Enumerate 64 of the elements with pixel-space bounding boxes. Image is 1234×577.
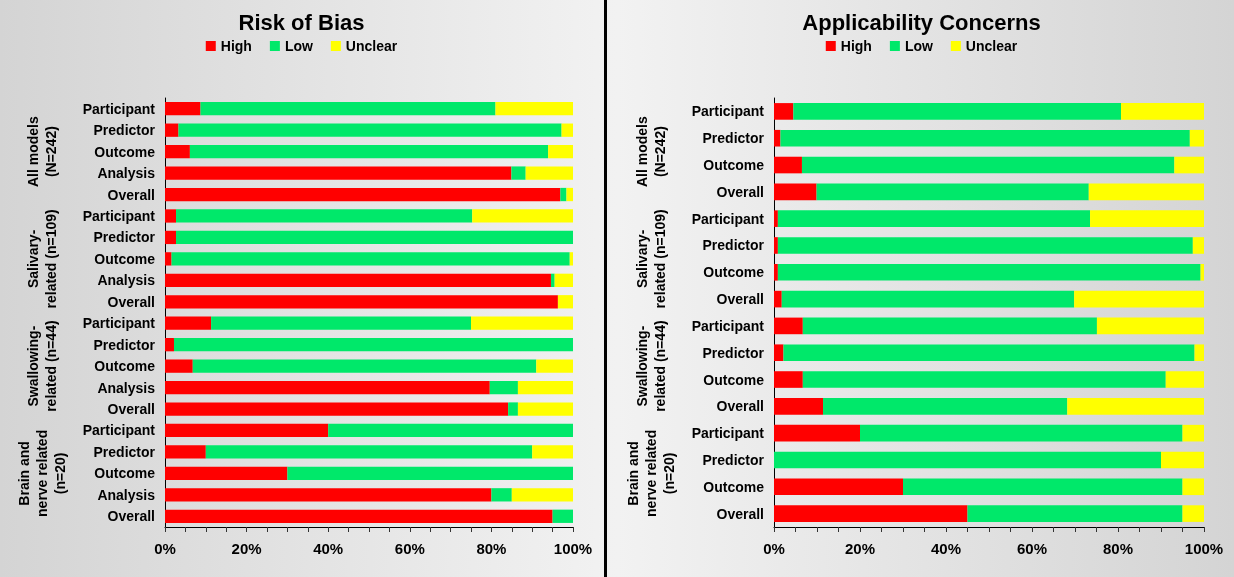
text: All models (N=242) xyxy=(634,116,668,188)
y-tick-label: Outcome xyxy=(703,478,765,495)
y-tick-label: Participant xyxy=(691,425,765,442)
y-tick-label: Outcome xyxy=(94,143,156,160)
chart-title: Risk of Bias xyxy=(238,9,365,35)
y-tick-label: Outcome xyxy=(703,264,765,281)
chart-title: Applicability Concerns xyxy=(802,9,1041,35)
text: Brain and nerve related (n=20) xyxy=(16,429,68,517)
y-tick-label: Analysis xyxy=(97,165,156,182)
y-tick-label: Participant xyxy=(82,315,156,332)
x-tick-label: 100% xyxy=(553,540,593,557)
text: All models (N=242) xyxy=(25,116,59,188)
text: Salivary-related (n=109) xyxy=(634,209,668,309)
text: Swallowing-related (n=44) xyxy=(25,320,59,412)
x-tick-label: 40% xyxy=(930,540,962,557)
legend-label: High xyxy=(220,38,252,54)
y-tick-label: Outcome xyxy=(94,358,156,375)
legend-label: Unclear xyxy=(965,38,1018,54)
y-tick-label: Predictor xyxy=(702,130,765,147)
y-tick-label: Predictor xyxy=(93,229,156,246)
y-tick-label: Predictor xyxy=(702,237,765,254)
y-tick-label: Participant xyxy=(691,210,765,227)
x-tick-label: 0% xyxy=(763,540,785,557)
y-tick-label: Predictor xyxy=(702,451,765,468)
y-tick-label: Overall xyxy=(716,505,764,522)
y-tick-label: Overall xyxy=(107,401,155,418)
y-tick-label: Analysis xyxy=(97,272,156,289)
y-tick-label: Outcome xyxy=(94,250,156,267)
x-tick-label: 100% xyxy=(1184,540,1224,557)
x-tick-label: 0% xyxy=(154,540,176,557)
y-tick-label: Outcome xyxy=(703,371,765,388)
legend-label: Unclear xyxy=(345,38,398,54)
x-tick-label: 20% xyxy=(231,540,262,557)
x-tick-label: 20% xyxy=(844,540,876,557)
text: Salivary-related (n=109) xyxy=(25,209,59,309)
x-tick-label: 40% xyxy=(313,540,344,557)
y-tick-label: Overall xyxy=(107,293,155,310)
y-tick-label: Participant xyxy=(691,317,765,334)
text: Brain and nerve related (n=20) xyxy=(625,429,677,517)
y-tick-label: Outcome xyxy=(703,157,765,174)
y-tick-label: Participant xyxy=(82,207,156,224)
y-tick-label: Predictor xyxy=(93,443,156,460)
x-tick-label: 80% xyxy=(1102,540,1134,557)
x-tick-label: 80% xyxy=(476,540,507,557)
y-tick-label: Predictor xyxy=(93,122,156,139)
text: Swallowing-related (n=44) xyxy=(634,320,668,412)
x-tick-label: 60% xyxy=(1016,540,1048,557)
y-tick-label: Overall xyxy=(107,508,155,525)
y-tick-label: Outcome xyxy=(94,465,156,482)
y-tick-label: Predictor xyxy=(93,336,156,353)
y-tick-label: Overall xyxy=(716,291,764,308)
legend-label: Low xyxy=(904,38,933,54)
y-tick-label: Participant xyxy=(82,422,156,439)
x-tick-label: 60% xyxy=(394,540,425,557)
y-tick-label: Participant xyxy=(82,100,156,117)
y-tick-label: Participant xyxy=(691,103,765,120)
legend-label: High xyxy=(840,38,872,54)
y-tick-label: Overall xyxy=(716,183,764,200)
y-tick-label: Analysis xyxy=(97,486,156,503)
y-tick-label: Predictor xyxy=(702,344,765,361)
y-tick-label: Overall xyxy=(107,186,155,203)
y-tick-label: Analysis xyxy=(97,379,156,396)
legend-label: Low xyxy=(284,38,313,54)
y-tick-label: Overall xyxy=(716,398,764,415)
